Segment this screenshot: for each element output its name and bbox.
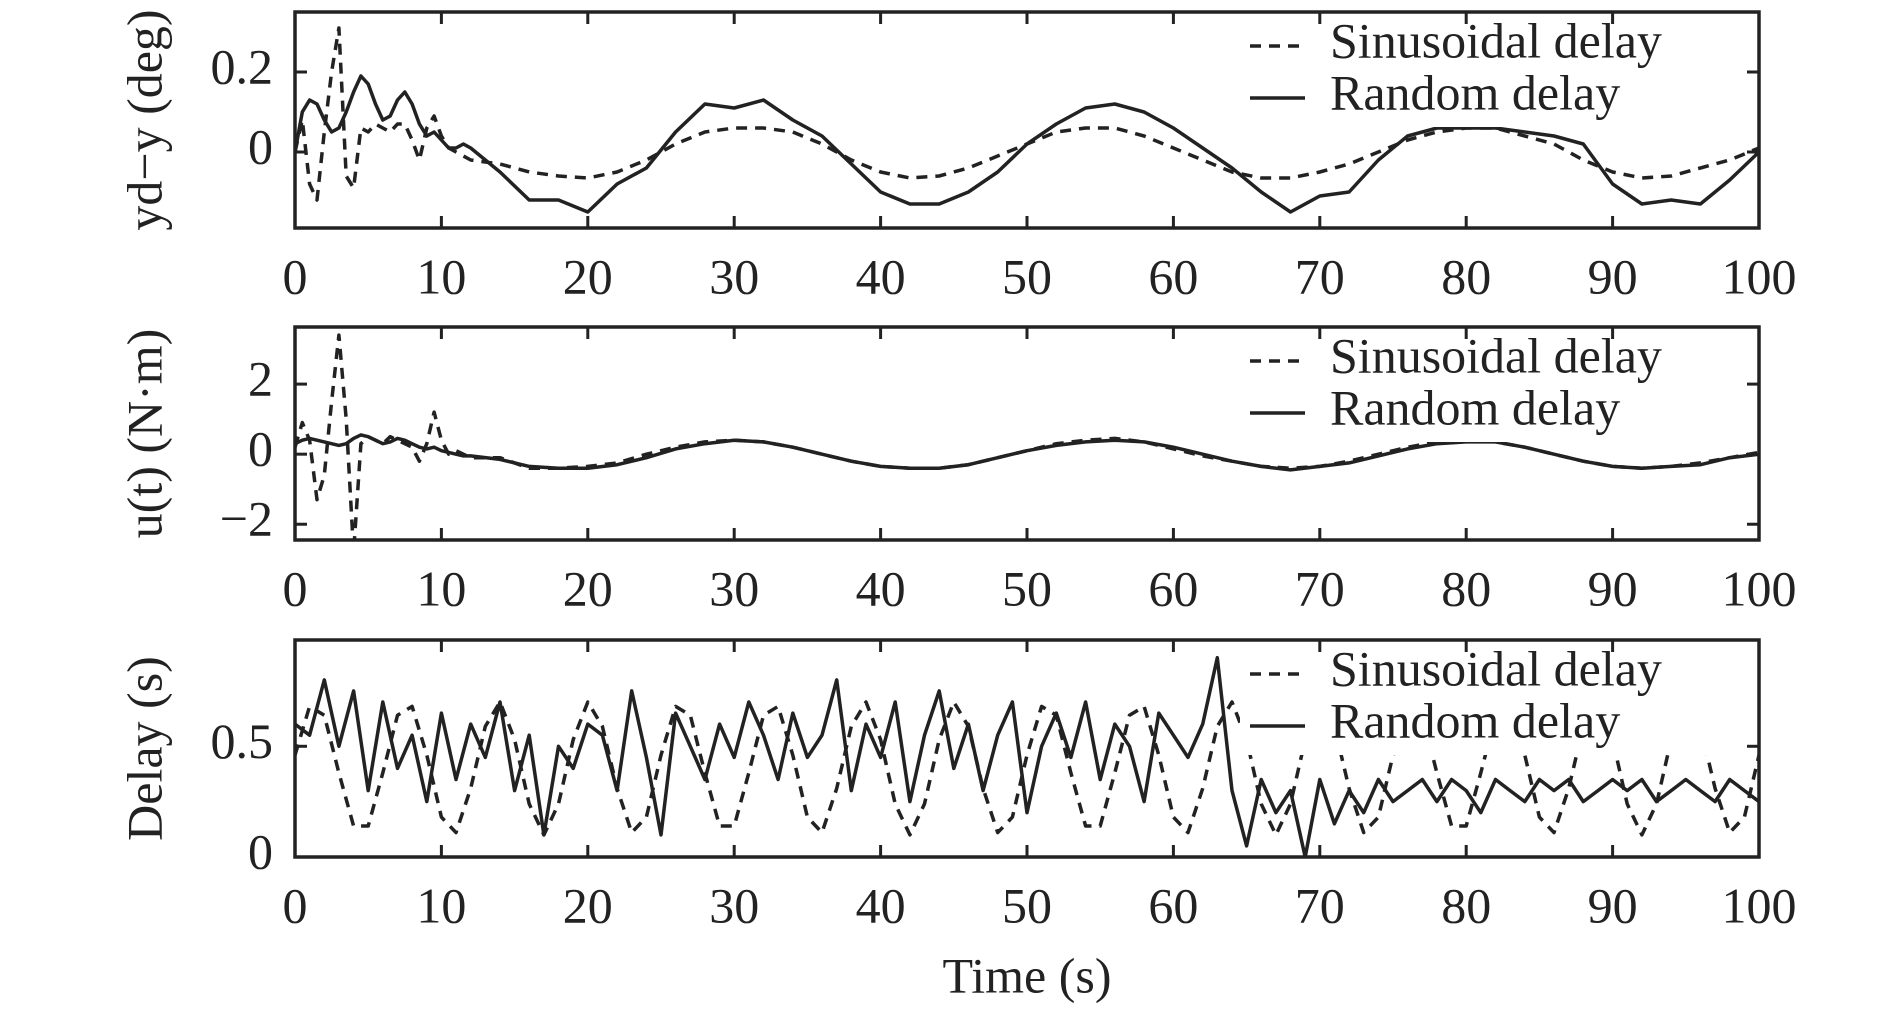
legend-box <box>1240 15 1757 127</box>
x-tick-label: 40 <box>856 560 906 616</box>
x-tick-label: 90 <box>1588 248 1638 304</box>
y-axis-label: u(t) (N·m) <box>116 329 172 539</box>
y-axis-label: Delay (s) <box>116 656 172 841</box>
x-tick-label: 30 <box>709 560 759 616</box>
x-tick-label: 80 <box>1441 248 1491 304</box>
x-tick-label: 50 <box>1002 877 1052 933</box>
x-tick-label: 40 <box>856 248 906 304</box>
legend-label: Random delay <box>1330 379 1620 435</box>
series-line <box>295 26 1759 202</box>
x-tick-label: 90 <box>1588 560 1638 616</box>
legend-box <box>1240 330 1757 442</box>
y-tick-label: 0.2 <box>211 38 274 94</box>
x-tick-label: 20 <box>563 560 613 616</box>
x-tick-label: 0 <box>283 877 308 933</box>
y-tick-label: 0 <box>248 421 273 477</box>
x-tick-label: 0 <box>283 560 308 616</box>
x-tick-label: 70 <box>1295 248 1345 304</box>
x-tick-label: 50 <box>1002 560 1052 616</box>
y-tick-label: 2 <box>248 351 273 407</box>
x-tick-label: 0 <box>283 248 308 304</box>
legend-box <box>1240 643 1757 755</box>
y-tick-label: −2 <box>220 491 273 547</box>
x-tick-label: 60 <box>1148 560 1198 616</box>
x-tick-label: 80 <box>1441 877 1491 933</box>
x-tick-label: 100 <box>1722 248 1797 304</box>
y-tick-label: 0 <box>248 118 273 174</box>
x-axis-label: Time (s) <box>942 947 1111 1003</box>
x-tick-label: 50 <box>1002 248 1052 304</box>
x-tick-label: 20 <box>563 248 613 304</box>
legend-label: Sinusoidal delay <box>1330 327 1662 383</box>
x-tick-label: 100 <box>1722 877 1797 933</box>
legend-label: Random delay <box>1330 64 1620 120</box>
legend-label: Sinusoidal delay <box>1330 12 1662 68</box>
x-tick-label: 40 <box>856 877 906 933</box>
y-axis-label: yd−y (deg) <box>116 9 172 230</box>
x-tick-label: 100 <box>1722 560 1797 616</box>
y-tick-label: 0.5 <box>211 713 274 769</box>
x-tick-label: 60 <box>1148 877 1198 933</box>
x-tick-label: 90 <box>1588 877 1638 933</box>
series-line <box>295 74 1759 214</box>
x-tick-label: 10 <box>416 248 466 304</box>
series-line <box>295 655 1759 857</box>
x-tick-label: 30 <box>709 877 759 933</box>
x-tick-label: 20 <box>563 877 613 933</box>
x-tick-label: 60 <box>1148 248 1198 304</box>
x-tick-label: 70 <box>1295 560 1345 616</box>
legend-label: Random delay <box>1330 692 1620 748</box>
x-tick-label: 80 <box>1441 560 1491 616</box>
x-tick-label: 10 <box>416 560 466 616</box>
y-tick-label: 0 <box>248 823 273 879</box>
x-tick-label: 30 <box>709 248 759 304</box>
legend-label: Sinusoidal delay <box>1330 640 1662 696</box>
series-line <box>295 433 1759 472</box>
x-tick-label: 70 <box>1295 877 1345 933</box>
x-tick-label: 10 <box>416 877 466 933</box>
